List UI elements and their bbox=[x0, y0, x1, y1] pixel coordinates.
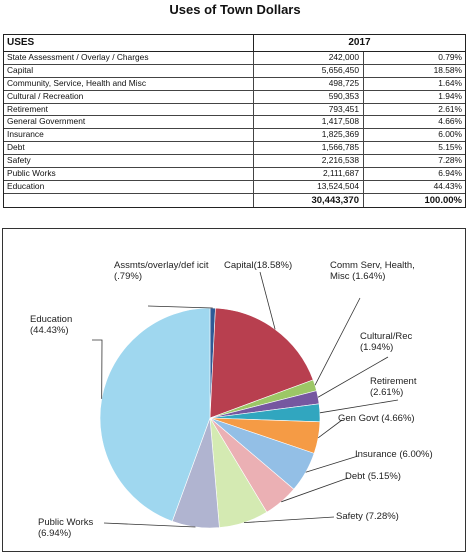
row-amount: 793,451 bbox=[254, 103, 364, 116]
pie-slice bbox=[209, 307, 314, 419]
row-amount: 2,216,538 bbox=[254, 155, 364, 168]
table-row: Insurance 1,825,369 6.00% bbox=[4, 129, 465, 143]
pie-leader-line bbox=[103, 522, 196, 528]
row-name: Retirement bbox=[4, 103, 254, 116]
pie-leader-line bbox=[305, 455, 359, 473]
pie-leader-line bbox=[319, 399, 399, 414]
row-pct: 44.43% bbox=[433, 180, 462, 191]
table-header: USES 2017 bbox=[4, 35, 465, 52]
pie-slice-label: Capital(18.58%) bbox=[224, 260, 293, 271]
row-pct: 2.61% bbox=[438, 103, 462, 114]
row-amount: 2,111,687 bbox=[254, 168, 364, 180]
pie-leader-line bbox=[259, 271, 276, 330]
table-total-row: 30,443,370 100.00% bbox=[4, 193, 465, 207]
table-row: Safety 2,216,538 7.28% bbox=[4, 155, 465, 169]
row-name: Safety bbox=[4, 155, 254, 168]
row-amount: 5,656,450 bbox=[254, 64, 364, 77]
row-pct: 6.94% bbox=[438, 168, 462, 179]
row-name: Debt bbox=[4, 142, 254, 155]
pie-slice-label: Cultural/Rec (1.94%) bbox=[360, 331, 413, 353]
row-pct: 7.28% bbox=[438, 155, 462, 166]
total-amount: 30,443,370 bbox=[254, 193, 364, 207]
row-name: Education bbox=[4, 180, 254, 193]
pie-chart-frame bbox=[2, 228, 466, 552]
table-body: State Assessment / Overlay / Charges 242,… bbox=[4, 52, 465, 194]
pie-slice-label: Insurance (6.00%) bbox=[355, 449, 433, 460]
pie-slice-label: Public Works (6.94%) bbox=[38, 517, 94, 539]
row-pct: 5.15% bbox=[438, 142, 462, 153]
pie-leader-line bbox=[281, 477, 349, 503]
pie-slice-label: Safety (7.28%) bbox=[336, 511, 399, 522]
pie-leader-line bbox=[314, 297, 361, 386]
pie-slice-label: Assmts/overlay/def icit (.79%) bbox=[114, 260, 209, 282]
row-amount: 1,825,369 bbox=[254, 129, 364, 142]
page-title: Uses of Town Dollars bbox=[169, 2, 301, 17]
row-name: General Government bbox=[4, 116, 254, 129]
table-row: Debt 1,566,785 5.15% bbox=[4, 142, 465, 156]
row-pct: 18.58% bbox=[433, 64, 462, 75]
row-amount: 1,417,508 bbox=[254, 116, 364, 129]
row-pct: 6.00% bbox=[438, 129, 462, 140]
row-pct: 1.64% bbox=[438, 77, 462, 88]
row-name: State Assessment / Overlay / Charges bbox=[4, 52, 254, 64]
row-name: Community, Service, Health and Misc bbox=[4, 77, 254, 90]
table-row: Cultural / Recreation 590,353 1.94% bbox=[4, 90, 465, 104]
table-row: Education 13,524,504 44.43% bbox=[4, 180, 465, 194]
total-label bbox=[4, 193, 254, 207]
row-pct: 4.66% bbox=[438, 116, 462, 127]
table-row: Capital 5,656,450 18.58% bbox=[4, 64, 465, 78]
row-name: Capital bbox=[4, 64, 254, 77]
row-amount: 590,353 bbox=[254, 90, 364, 103]
table-row: General Government 1,417,508 4.66% bbox=[4, 116, 465, 130]
row-amount: 13,524,504 bbox=[254, 180, 364, 193]
row-name: Public Works bbox=[4, 168, 254, 180]
row-name: Insurance bbox=[4, 129, 254, 142]
pie-leader-line bbox=[317, 419, 343, 439]
pie-leader-line bbox=[92, 339, 103, 399]
row-pct: 1.94% bbox=[438, 90, 462, 101]
table-row: Retirement 793,451 2.61% bbox=[4, 103, 465, 117]
header-uses: USES bbox=[4, 35, 254, 51]
table-row: Community, Service, Health and Misc 498,7… bbox=[4, 77, 465, 91]
row-name: Cultural / Recreation bbox=[4, 90, 254, 103]
total-pct: 100.00% bbox=[424, 194, 462, 206]
row-pct: 0.79% bbox=[438, 52, 462, 62]
header-year: 2017 bbox=[348, 37, 371, 48]
pie-slice-label: Retirement (2.61%) bbox=[370, 376, 417, 398]
pie-slice-label: Education (44.43%) bbox=[30, 314, 73, 336]
pie-slice-label: Debt (5.15%) bbox=[345, 471, 401, 482]
pie-leader-line bbox=[317, 356, 389, 398]
uses-table: USES 2017 State Assessment / Overlay / C… bbox=[3, 34, 466, 208]
row-amount: 498,725 bbox=[254, 77, 364, 90]
table-row: State Assessment / Overlay / Charges 242,… bbox=[4, 52, 465, 65]
pie-leader-line bbox=[243, 516, 335, 524]
pie-slice-label: Comm Serv, Health, Misc (1.64%) bbox=[330, 260, 415, 282]
table-row: Public Works 2,111,687 6.94% bbox=[4, 168, 465, 181]
pie-slice-label: Gen Govt (4.66%) bbox=[338, 413, 415, 424]
row-amount: 242,000 bbox=[254, 52, 364, 64]
row-amount: 1,566,785 bbox=[254, 142, 364, 155]
pie-leader-line bbox=[147, 305, 213, 309]
